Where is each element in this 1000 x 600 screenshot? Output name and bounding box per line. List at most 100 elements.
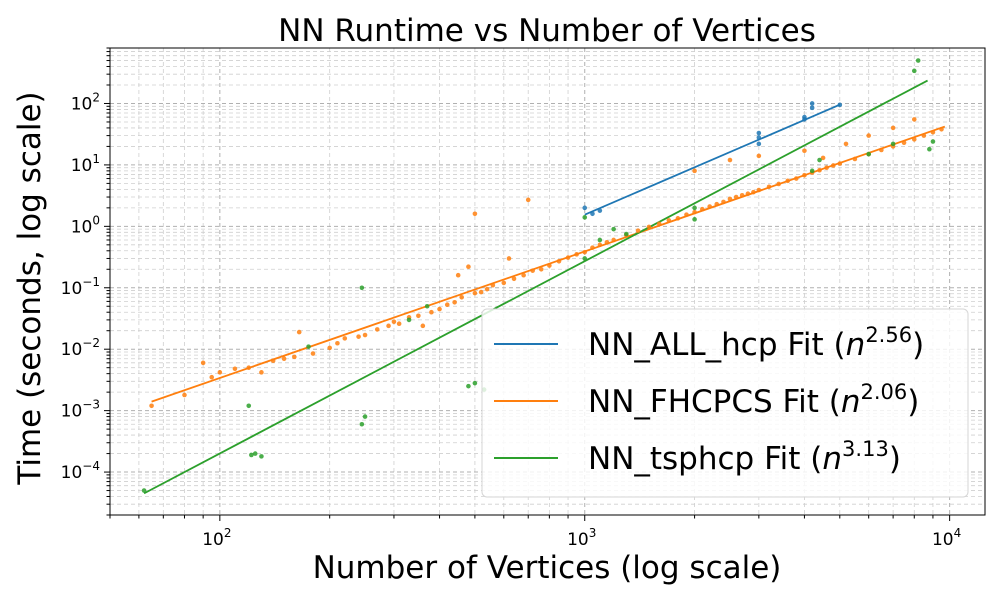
data-point bbox=[624, 231, 629, 237]
data-point bbox=[700, 206, 705, 212]
data-point bbox=[149, 403, 154, 409]
data-point bbox=[745, 191, 751, 196]
data-point bbox=[852, 156, 858, 162]
data-point bbox=[466, 264, 471, 270]
legend-entry: NN_FHCPCS Fit (n2.06) bbox=[588, 380, 919, 420]
data-point bbox=[359, 421, 365, 427]
data-point bbox=[565, 255, 571, 260]
data-point bbox=[692, 205, 697, 211]
data-points bbox=[141, 58, 944, 493]
y-tick-label: 10−3 bbox=[61, 398, 100, 422]
legend-entry: NN_tsphcp Fit (n3.13) bbox=[588, 437, 901, 477]
data-point bbox=[306, 344, 311, 349]
legend-entry: NN_ALL_hcp Fit (n2.56) bbox=[588, 323, 924, 363]
data-point bbox=[547, 263, 552, 268]
data-point bbox=[785, 178, 791, 184]
data-point bbox=[837, 161, 843, 166]
data-point bbox=[901, 140, 907, 145]
data-point bbox=[590, 211, 595, 217]
data-point bbox=[437, 306, 442, 312]
data-point bbox=[582, 205, 588, 211]
data-point bbox=[831, 163, 836, 168]
legend-box bbox=[481, 308, 969, 498]
data-point bbox=[635, 228, 641, 233]
y-axis-label: Time (seconds, log scale) bbox=[12, 91, 48, 485]
data-point bbox=[490, 282, 496, 288]
data-point bbox=[217, 370, 223, 375]
data-point bbox=[727, 196, 733, 202]
data-point bbox=[809, 168, 815, 174]
data-point bbox=[751, 189, 756, 195]
data-point bbox=[597, 242, 603, 248]
data-point bbox=[452, 300, 457, 305]
data-point bbox=[684, 212, 689, 217]
data-point bbox=[820, 155, 826, 161]
data-point bbox=[252, 451, 258, 456]
data-point bbox=[386, 323, 391, 329]
data-point bbox=[296, 329, 302, 335]
data-point bbox=[927, 146, 932, 152]
data-point bbox=[866, 133, 871, 138]
x-axis-label: Number of Vertices (log scale) bbox=[313, 550, 782, 586]
data-point bbox=[692, 209, 697, 215]
data-point bbox=[200, 360, 206, 366]
data-point bbox=[582, 256, 588, 261]
data-point bbox=[890, 141, 896, 147]
data-point bbox=[656, 221, 662, 227]
x-tick-label: 103 bbox=[567, 526, 596, 550]
data-point bbox=[292, 354, 297, 360]
data-point bbox=[525, 197, 531, 203]
x-tick-label: 104 bbox=[932, 526, 961, 550]
data-point bbox=[259, 454, 264, 459]
data-point bbox=[530, 268, 535, 273]
data-point bbox=[590, 245, 595, 250]
data-point bbox=[359, 285, 365, 291]
data-point bbox=[802, 172, 807, 178]
data-point bbox=[582, 215, 588, 220]
data-point bbox=[310, 351, 316, 356]
data-point bbox=[692, 217, 697, 222]
data-point bbox=[209, 374, 215, 380]
data-point bbox=[879, 147, 884, 153]
data-point bbox=[756, 141, 762, 147]
data-point bbox=[356, 334, 361, 339]
data-point bbox=[756, 187, 762, 193]
data-point bbox=[335, 340, 340, 346]
data-point bbox=[259, 370, 264, 375]
data-point bbox=[424, 303, 430, 309]
data-point bbox=[921, 133, 927, 138]
data-point bbox=[794, 176, 799, 181]
data-point bbox=[930, 139, 936, 144]
data-point bbox=[249, 452, 254, 458]
data-point bbox=[756, 135, 762, 140]
data-point bbox=[478, 289, 484, 295]
data-point bbox=[484, 286, 490, 292]
data-point bbox=[802, 114, 807, 120]
data-point bbox=[472, 211, 478, 217]
y-tick-label: 10−2 bbox=[61, 336, 100, 360]
fit-line bbox=[143, 79, 928, 495]
x-tick-label: 102 bbox=[202, 526, 231, 550]
data-point bbox=[362, 332, 368, 338]
data-point bbox=[911, 68, 917, 74]
chart-title: NN Runtime vs Number of Vertices bbox=[278, 13, 816, 49]
data-point bbox=[459, 294, 464, 300]
data-point bbox=[739, 193, 745, 198]
legend: NN_ALL_hcp Fit (n2.56) NN_FHCPCS Fit (n2.… bbox=[481, 308, 969, 498]
data-point bbox=[362, 414, 368, 419]
data-point bbox=[246, 365, 252, 370]
data-point bbox=[911, 137, 917, 142]
data-point bbox=[396, 321, 402, 327]
data-point bbox=[246, 403, 252, 409]
data-point bbox=[611, 226, 616, 232]
data-point bbox=[866, 151, 871, 157]
data-point bbox=[501, 280, 507, 286]
data-point bbox=[429, 309, 434, 315]
data-point bbox=[930, 129, 936, 135]
data-point bbox=[406, 317, 412, 323]
data-point bbox=[776, 181, 781, 187]
y-tick-label: 10−4 bbox=[61, 459, 100, 483]
y-tick-label: 101 bbox=[71, 152, 100, 176]
data-point bbox=[574, 252, 579, 257]
